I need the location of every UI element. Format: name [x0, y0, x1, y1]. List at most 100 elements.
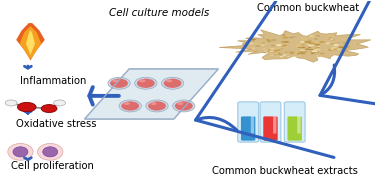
Ellipse shape — [269, 51, 273, 52]
FancyBboxPatch shape — [251, 116, 254, 133]
Ellipse shape — [307, 44, 310, 45]
Ellipse shape — [318, 46, 320, 47]
Ellipse shape — [290, 52, 295, 54]
Ellipse shape — [311, 53, 314, 54]
Ellipse shape — [332, 43, 336, 45]
Ellipse shape — [250, 47, 254, 49]
Ellipse shape — [309, 40, 312, 41]
Ellipse shape — [311, 52, 316, 53]
Ellipse shape — [288, 35, 292, 36]
Ellipse shape — [267, 51, 271, 52]
Circle shape — [54, 100, 65, 106]
Ellipse shape — [280, 47, 283, 48]
Ellipse shape — [278, 53, 284, 55]
Ellipse shape — [177, 102, 183, 105]
Ellipse shape — [314, 38, 318, 39]
FancyArrowPatch shape — [320, 0, 378, 117]
Text: Inflammation: Inflammation — [20, 76, 86, 86]
Ellipse shape — [263, 52, 266, 53]
Ellipse shape — [275, 49, 281, 51]
Text: Oxidative stress: Oxidative stress — [16, 119, 97, 129]
Circle shape — [17, 102, 36, 112]
Ellipse shape — [298, 47, 301, 48]
FancyArrowPatch shape — [195, 1, 334, 157]
FancyBboxPatch shape — [263, 116, 278, 141]
Ellipse shape — [296, 55, 301, 57]
Ellipse shape — [282, 36, 288, 39]
FancyBboxPatch shape — [287, 116, 302, 141]
FancyBboxPatch shape — [284, 102, 305, 142]
Ellipse shape — [308, 42, 314, 44]
Ellipse shape — [328, 39, 331, 40]
Ellipse shape — [285, 35, 290, 36]
Ellipse shape — [139, 79, 146, 82]
Ellipse shape — [270, 38, 274, 40]
Ellipse shape — [248, 42, 254, 44]
Polygon shape — [16, 23, 45, 60]
Ellipse shape — [263, 48, 265, 49]
Ellipse shape — [326, 38, 329, 39]
Ellipse shape — [282, 54, 287, 56]
Ellipse shape — [276, 44, 280, 46]
Ellipse shape — [272, 45, 275, 46]
Ellipse shape — [307, 41, 311, 43]
Ellipse shape — [285, 52, 288, 53]
FancyBboxPatch shape — [241, 116, 256, 141]
Ellipse shape — [161, 77, 184, 89]
Ellipse shape — [309, 35, 314, 37]
Ellipse shape — [166, 79, 172, 82]
Ellipse shape — [299, 49, 305, 51]
Ellipse shape — [302, 53, 305, 55]
Ellipse shape — [310, 51, 314, 53]
Ellipse shape — [328, 39, 333, 40]
Ellipse shape — [294, 56, 297, 57]
Text: Common buckwheat extracts: Common buckwheat extracts — [212, 166, 358, 176]
Ellipse shape — [271, 45, 274, 46]
Ellipse shape — [297, 51, 303, 53]
Ellipse shape — [112, 79, 119, 82]
Ellipse shape — [295, 45, 301, 47]
Ellipse shape — [316, 47, 320, 48]
Ellipse shape — [119, 100, 141, 112]
Ellipse shape — [333, 44, 339, 46]
Ellipse shape — [262, 43, 268, 45]
Ellipse shape — [277, 44, 283, 46]
Ellipse shape — [146, 100, 168, 112]
Ellipse shape — [261, 42, 265, 44]
Polygon shape — [26, 30, 35, 55]
Ellipse shape — [287, 56, 290, 57]
Polygon shape — [84, 69, 218, 119]
Ellipse shape — [288, 36, 294, 38]
Ellipse shape — [332, 39, 335, 40]
Ellipse shape — [315, 44, 320, 45]
Ellipse shape — [135, 77, 157, 89]
Ellipse shape — [308, 44, 314, 46]
Ellipse shape — [337, 42, 340, 43]
Ellipse shape — [270, 48, 274, 49]
Ellipse shape — [282, 45, 287, 46]
Ellipse shape — [315, 56, 319, 57]
Ellipse shape — [300, 41, 305, 43]
Ellipse shape — [316, 52, 320, 53]
Text: Common buckwheat: Common buckwheat — [257, 3, 359, 13]
Ellipse shape — [305, 49, 310, 50]
Ellipse shape — [274, 53, 278, 54]
Circle shape — [5, 100, 17, 106]
Ellipse shape — [253, 48, 256, 49]
Ellipse shape — [271, 55, 274, 56]
FancyBboxPatch shape — [260, 102, 281, 142]
Ellipse shape — [308, 47, 311, 48]
Ellipse shape — [324, 43, 328, 45]
Ellipse shape — [302, 42, 307, 44]
Ellipse shape — [313, 43, 316, 44]
Ellipse shape — [346, 46, 350, 47]
Ellipse shape — [274, 48, 279, 50]
Ellipse shape — [255, 45, 260, 47]
Polygon shape — [20, 26, 41, 58]
Ellipse shape — [266, 39, 270, 40]
Ellipse shape — [148, 101, 166, 111]
Ellipse shape — [337, 49, 341, 50]
Ellipse shape — [110, 79, 128, 88]
Ellipse shape — [338, 46, 344, 48]
Text: Cell culture models: Cell culture models — [109, 8, 209, 18]
